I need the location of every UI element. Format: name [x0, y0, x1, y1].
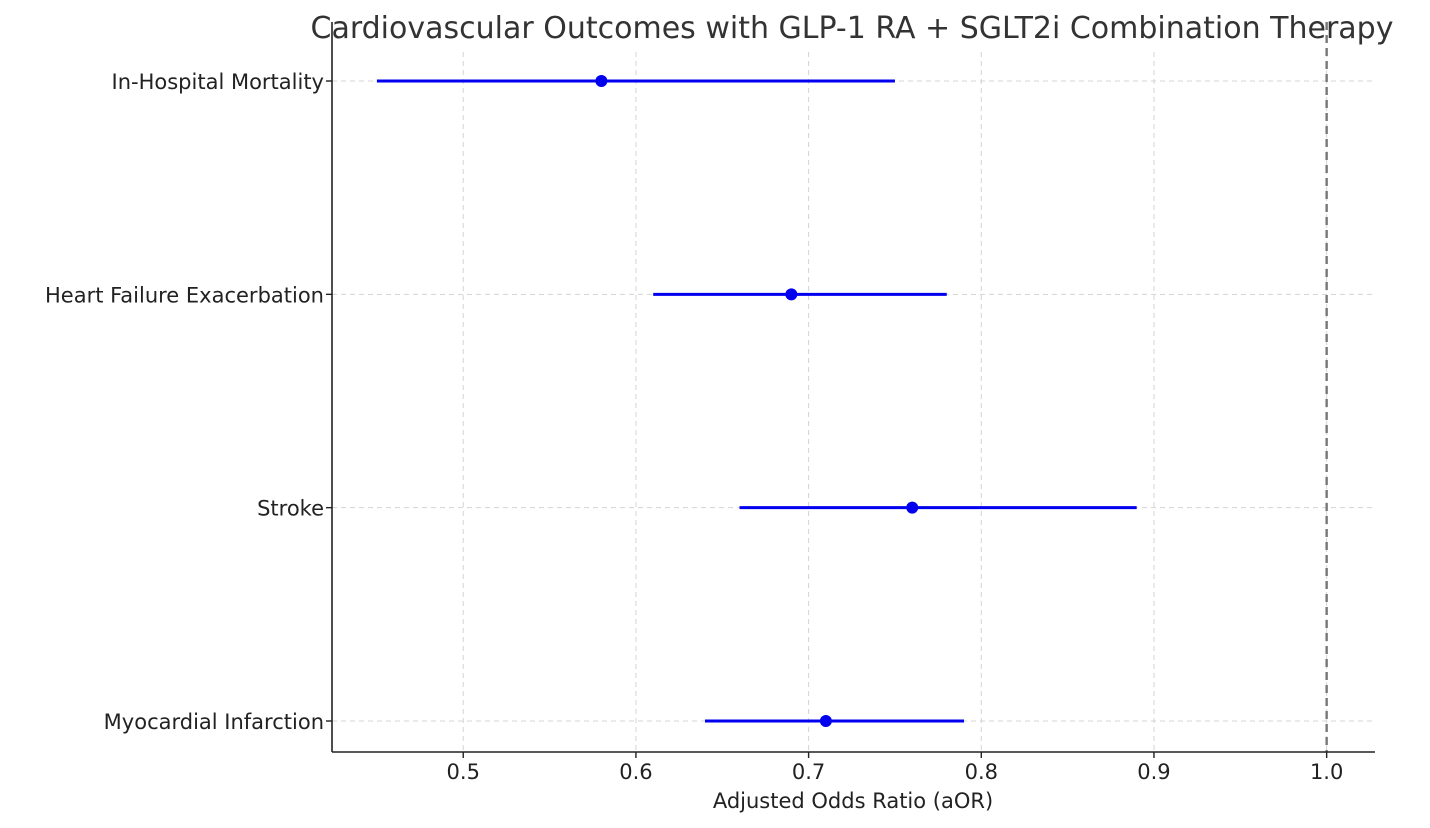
marks-layer: [376, 75, 1137, 727]
x-axis-label: Adjusted Odds Ratio (aOR): [713, 789, 993, 813]
point-estimate-marker: [819, 715, 832, 727]
y-tick-label: Myocardial Infarction: [104, 710, 324, 734]
y-tick-label: In-Hospital Mortality: [112, 70, 324, 94]
grid-layer: [332, 52, 1375, 752]
x-tick-label: 0.7: [792, 760, 825, 784]
chart-title: Cardiovascular Outcomes with GLP-1 RA + …: [311, 11, 1394, 46]
x-tick-label: 0.5: [447, 760, 480, 784]
axes-layer: [331, 22, 1375, 753]
x-tick-label: 0.9: [1137, 760, 1170, 784]
x-tick-label: 1.0: [1310, 760, 1343, 784]
y-tick-label: Heart Failure Exacerbation: [45, 283, 324, 307]
y-tick-label: Stroke: [257, 497, 324, 521]
point-estimate-marker: [906, 501, 919, 514]
ticks-layer: 0.5 0.6 0.7 0.8 0.9 1.0 In-Hospital Mortality H…: [45, 70, 1343, 784]
x-tick-label: 0.8: [965, 760, 998, 784]
point-estimate-marker: [785, 288, 798, 301]
point-estimate-marker: [595, 75, 608, 87]
x-tick-label: 0.6: [619, 760, 652, 784]
